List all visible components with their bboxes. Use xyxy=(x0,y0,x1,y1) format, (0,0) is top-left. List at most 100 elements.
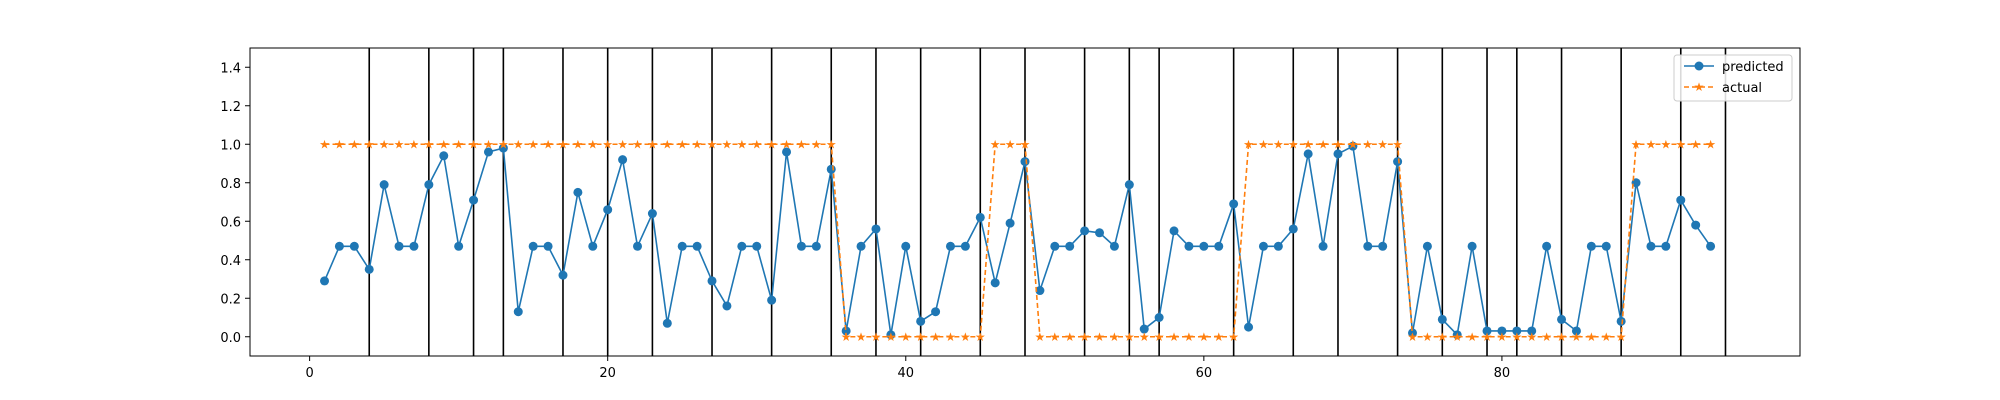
data-point-predicted xyxy=(856,241,866,251)
data-point-predicted xyxy=(1422,241,1432,251)
data-point-predicted xyxy=(633,241,642,251)
data-point-predicted xyxy=(1109,241,1119,251)
data-point-actual: ★ xyxy=(617,137,628,151)
data-point-actual: ★ xyxy=(1601,330,1612,344)
data-point-actual: ★ xyxy=(1333,137,1344,151)
data-point-actual: ★ xyxy=(1646,137,1657,151)
data-point-predicted xyxy=(782,147,792,157)
data-point-predicted xyxy=(1586,241,1596,251)
data-point-actual: ★ xyxy=(885,330,896,344)
data-point-predicted xyxy=(1393,157,1403,167)
data-point-actual: ★ xyxy=(1571,330,1582,344)
data-point-actual: ★ xyxy=(1348,137,1359,151)
data-point-actual: ★ xyxy=(1437,330,1448,344)
legend: predicted ★ actual xyxy=(1673,54,1793,102)
data-point-actual: ★ xyxy=(1228,330,1239,344)
data-point-predicted xyxy=(796,241,806,251)
data-point-predicted xyxy=(1691,220,1701,230)
x-tick-label: 60 xyxy=(1196,366,1213,381)
data-point-predicted xyxy=(349,241,359,251)
data-point-predicted xyxy=(409,241,419,251)
data-point-actual: ★ xyxy=(1273,137,1284,151)
data-point-predicted xyxy=(1557,314,1567,324)
data-point-actual: ★ xyxy=(483,137,494,151)
data-point-predicted xyxy=(558,270,568,280)
data-point-actual: ★ xyxy=(1377,137,1388,151)
data-point-actual: ★ xyxy=(1392,137,1403,151)
data-point-actual: ★ xyxy=(975,330,986,344)
data-point-predicted xyxy=(320,276,330,286)
data-point-actual: ★ xyxy=(766,137,777,151)
data-point-predicted xyxy=(662,318,672,328)
data-point-predicted xyxy=(647,209,657,219)
data-point-actual: ★ xyxy=(1169,330,1180,344)
data-point-predicted xyxy=(1646,241,1656,251)
data-point-actual: ★ xyxy=(1631,137,1642,151)
data-point-actual: ★ xyxy=(1407,330,1418,344)
data-point-actual: ★ xyxy=(930,330,941,344)
data-point-predicted xyxy=(692,241,702,251)
data-point-actual: ★ xyxy=(1675,137,1686,151)
data-point-actual: ★ xyxy=(543,137,554,151)
data-point-actual: ★ xyxy=(1541,330,1552,344)
data-point-predicted xyxy=(811,241,821,251)
data-point-actual: ★ xyxy=(1556,330,1567,344)
data-point-predicted xyxy=(975,212,985,222)
data-point-predicted xyxy=(901,241,911,251)
data-point-predicted xyxy=(439,151,449,161)
data-point-actual: ★ xyxy=(1094,330,1105,344)
x-tick-label: 40 xyxy=(897,366,914,381)
vertical-separator-lines xyxy=(368,48,1727,356)
data-point-actual: ★ xyxy=(1511,330,1522,344)
legend-actual-label: actual xyxy=(1722,81,1762,96)
data-point-predicted xyxy=(379,180,389,190)
data-point-predicted xyxy=(826,164,836,174)
data-point-predicted xyxy=(1065,241,1075,251)
data-point-predicted xyxy=(1333,149,1343,159)
data-point-predicted xyxy=(1288,224,1298,234)
data-point-actual: ★ xyxy=(1705,137,1716,151)
data-point-predicted xyxy=(424,180,434,190)
y-tick-label: 0.6 xyxy=(220,215,241,230)
data-point-actual: ★ xyxy=(319,137,330,151)
data-point-predicted xyxy=(707,276,717,286)
data-point-actual: ★ xyxy=(945,330,956,344)
data-point-predicted xyxy=(1527,326,1537,336)
data-point-predicted xyxy=(498,143,508,153)
data-point-predicted xyxy=(1542,241,1552,251)
y-tick-label: 0.8 xyxy=(220,177,241,192)
data-point-actual: ★ xyxy=(1482,330,1493,344)
legend-predicted-marker xyxy=(1694,61,1704,71)
data-point-predicted xyxy=(483,147,493,157)
data-point-predicted xyxy=(1199,241,1209,251)
data-point-actual: ★ xyxy=(1198,330,1209,344)
data-point-actual: ★ xyxy=(379,137,390,151)
data-point-predicted xyxy=(454,241,464,251)
data-point-predicted xyxy=(990,278,1000,288)
y-tick-label: 1.2 xyxy=(220,100,241,115)
data-point-predicted xyxy=(737,241,747,251)
plot-frame xyxy=(249,47,1801,357)
data-point-actual: ★ xyxy=(751,137,762,151)
data-point-actual: ★ xyxy=(602,137,613,151)
data-point-predicted xyxy=(543,241,553,251)
data-point-actual: ★ xyxy=(692,137,703,151)
y-tick-label: 0.0 xyxy=(220,331,241,346)
y-tick-label: 0.2 xyxy=(220,292,241,307)
data-point-actual: ★ xyxy=(915,330,926,344)
data-point-actual: ★ xyxy=(1154,330,1165,344)
data-point-predicted xyxy=(945,241,955,251)
data-point-actual: ★ xyxy=(841,330,852,344)
data-point-actual: ★ xyxy=(468,137,479,151)
data-point-predicted xyxy=(1169,226,1179,236)
x-tick-label: 0 xyxy=(305,366,313,381)
data-point-predicted xyxy=(752,241,762,251)
data-point-predicted xyxy=(916,316,926,326)
data-point-actual: ★ xyxy=(587,137,598,151)
data-point-predicted xyxy=(1363,241,1373,251)
data-point-actual: ★ xyxy=(960,330,971,344)
data-point-predicted xyxy=(1214,241,1224,251)
data-point-predicted xyxy=(469,195,479,205)
data-point-actual: ★ xyxy=(1005,137,1016,151)
